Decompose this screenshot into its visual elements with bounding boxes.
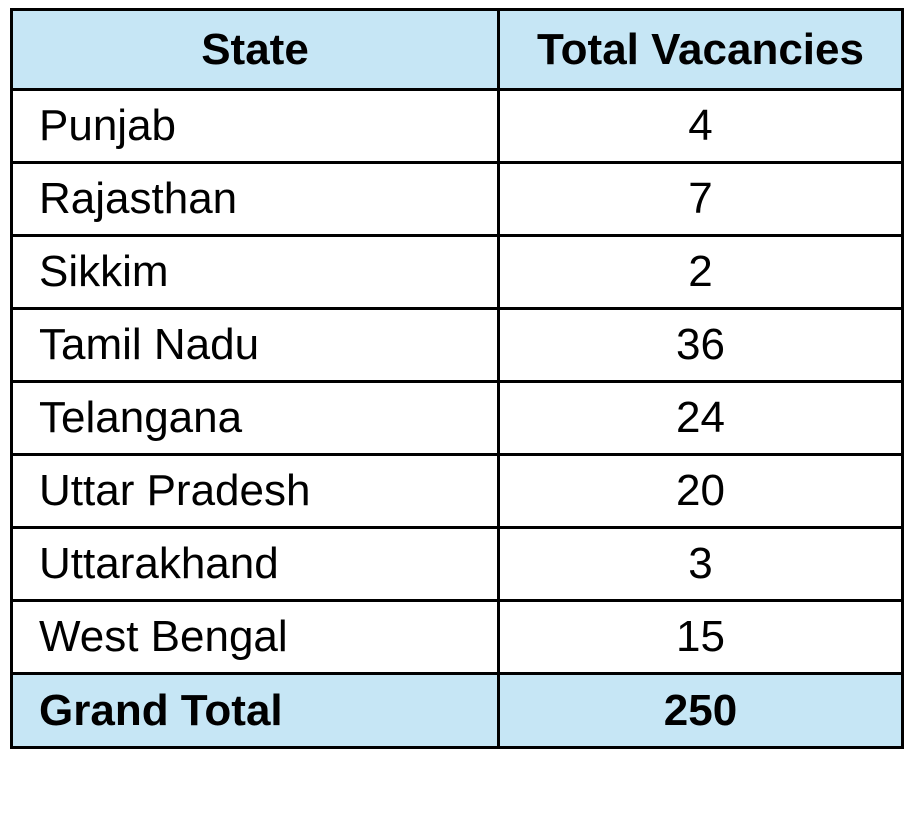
vacancies-cell: 7 — [497, 161, 904, 237]
vacancies-table-container: State Total Vacancies Punjab 4 Rajasthan… — [10, 8, 904, 749]
grand-total-label: Grand Total — [10, 672, 500, 749]
table-row: Uttar Pradesh 20 — [10, 453, 904, 529]
state-cell: Uttarakhand — [10, 526, 500, 602]
header-row: State Total Vacancies — [10, 8, 904, 91]
column-header-total-vacancies: Total Vacancies — [497, 8, 904, 91]
state-cell: Tamil Nadu — [10, 307, 500, 383]
state-cell: Telangana — [10, 380, 500, 456]
state-cell: Punjab — [10, 88, 500, 164]
table-row: Tamil Nadu 36 — [10, 307, 904, 383]
vacancies-cell: 4 — [497, 88, 904, 164]
table-row: Rajasthan 7 — [10, 161, 904, 237]
vacancies-cell: 20 — [497, 453, 904, 529]
state-cell: Rajasthan — [10, 161, 500, 237]
table-row: West Bengal 15 — [10, 599, 904, 675]
table-row: Sikkim 2 — [10, 234, 904, 310]
table-body: Punjab 4 Rajasthan 7 Sikkim 2 Tamil Nadu… — [10, 88, 904, 675]
table-header: State Total Vacancies — [10, 8, 904, 91]
table-footer: Grand Total 250 — [10, 672, 904, 749]
vacancies-cell: 15 — [497, 599, 904, 675]
table-row: Punjab 4 — [10, 88, 904, 164]
table-row: Telangana 24 — [10, 380, 904, 456]
vacancies-table: State Total Vacancies Punjab 4 Rajasthan… — [10, 8, 904, 749]
grand-total-row: Grand Total 250 — [10, 672, 904, 749]
vacancies-cell: 36 — [497, 307, 904, 383]
state-cell: Uttar Pradesh — [10, 453, 500, 529]
table-row: Uttarakhand 3 — [10, 526, 904, 602]
state-cell: Sikkim — [10, 234, 500, 310]
grand-total-value: 250 — [497, 672, 904, 749]
column-header-state: State — [10, 8, 500, 91]
vacancies-cell: 3 — [497, 526, 904, 602]
state-cell: West Bengal — [10, 599, 500, 675]
vacancies-cell: 2 — [497, 234, 904, 310]
vacancies-cell: 24 — [497, 380, 904, 456]
